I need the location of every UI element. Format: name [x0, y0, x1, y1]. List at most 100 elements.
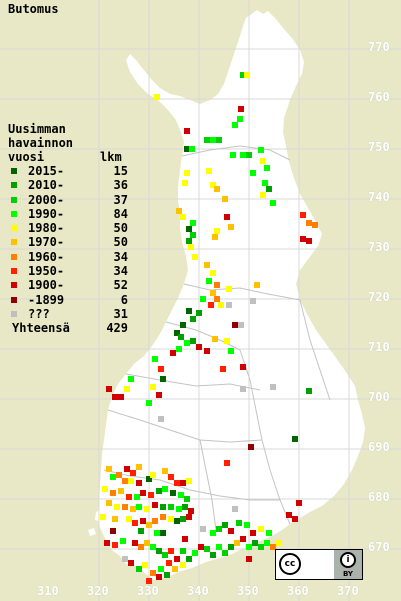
- y-tick-label: 760: [368, 90, 390, 104]
- observation-square: [240, 152, 246, 158]
- observation-square: [266, 186, 272, 192]
- legend-swatch: [11, 282, 17, 289]
- observation-square: [144, 506, 150, 512]
- legend-swatch: [11, 196, 17, 203]
- observation-square: [206, 278, 212, 284]
- observation-square: [170, 490, 176, 496]
- observation-square: [222, 522, 228, 528]
- observation-square: [250, 170, 256, 176]
- x-tick-label: 370: [337, 584, 359, 598]
- legend-row: -1899 6: [8, 293, 136, 307]
- observation-square: [260, 158, 266, 164]
- observation-square: [188, 244, 194, 250]
- observation-square: [146, 578, 152, 584]
- observation-square: [136, 566, 142, 572]
- observation-square: [216, 544, 222, 550]
- observation-square: [174, 556, 180, 562]
- observation-square: [168, 474, 174, 480]
- observation-square: [224, 460, 230, 466]
- legend-header-row: vuosi lkm: [8, 150, 136, 164]
- finland-land: [98, 10, 365, 580]
- legend-row-count: 50: [113, 235, 128, 250]
- legend-row: 1990- 84: [8, 207, 136, 221]
- observation-square: [264, 540, 270, 546]
- observation-square: [200, 296, 206, 302]
- legend-row-count: 37: [113, 192, 128, 207]
- observation-square: [252, 540, 258, 546]
- observation-square: [258, 526, 264, 532]
- observation-square: [214, 282, 220, 288]
- observation-square: [106, 466, 112, 472]
- legend-row-count: 15: [113, 164, 128, 178]
- observation-square: [196, 310, 202, 316]
- observation-square: [156, 488, 162, 494]
- observation-square: [112, 516, 118, 522]
- observation-square: [244, 72, 250, 78]
- x-tick-label: 350: [237, 584, 259, 598]
- observation-square: [104, 540, 110, 546]
- observation-square: [130, 506, 136, 512]
- legend-row-count: 50: [113, 221, 128, 236]
- observation-square: [212, 234, 218, 240]
- observation-square: [110, 490, 116, 496]
- observation-square: [174, 480, 180, 486]
- observation-square: [176, 208, 182, 214]
- observation-square: [170, 350, 176, 356]
- observation-square: [130, 470, 136, 476]
- legend-row: 2015- 15: [8, 164, 136, 178]
- observation-square: [180, 562, 186, 568]
- observation-square: [180, 322, 186, 328]
- legend-row: 1970- 50: [8, 235, 136, 249]
- observation-square: [230, 152, 236, 158]
- observation-square: [168, 504, 174, 510]
- observation-square: [270, 544, 276, 550]
- observation-square: [182, 180, 188, 186]
- observation-square: [132, 540, 138, 546]
- observation-square: [184, 496, 190, 502]
- observation-square: [160, 376, 166, 382]
- observation-square: [180, 480, 186, 486]
- observation-square: [292, 436, 298, 442]
- observation-square: [146, 522, 152, 528]
- observation-square: [120, 538, 126, 544]
- observation-square: [114, 504, 120, 510]
- observation-square: [102, 486, 108, 492]
- observation-square: [262, 180, 268, 186]
- cc-license-badge[interactable]: cc i BY: [275, 549, 363, 580]
- observation-square: [116, 472, 122, 478]
- observation-square: [296, 500, 302, 506]
- observation-square: [122, 504, 128, 510]
- legend-swatch: [11, 168, 17, 174]
- observation-square: [214, 228, 220, 234]
- observation-square: [182, 536, 188, 542]
- observation-square: [176, 506, 182, 512]
- legend-row-label: 1980-: [28, 221, 65, 236]
- observation-square: [112, 542, 118, 548]
- observation-square: [136, 504, 142, 510]
- y-tick-label: 690: [368, 440, 390, 454]
- observation-square: [162, 486, 168, 492]
- observation-square: [312, 222, 318, 228]
- observation-square: [158, 416, 164, 422]
- observation-square: [204, 262, 210, 268]
- legend-row: 1960- 34: [8, 250, 136, 264]
- observation-square: [210, 137, 216, 143]
- observation-square: [224, 338, 230, 344]
- observation-square: [200, 526, 206, 532]
- legend-row-label: 1990-: [28, 206, 65, 221]
- observation-square: [222, 196, 228, 202]
- observation-square: [168, 516, 174, 522]
- legend-row: 2010- 36: [8, 178, 136, 192]
- observation-square: [140, 490, 146, 496]
- observation-square: [126, 516, 132, 522]
- observation-square: [228, 348, 234, 354]
- observation-square: [214, 186, 220, 192]
- legend-heading-line: havainnon: [8, 136, 74, 150]
- observation-square: [124, 386, 130, 392]
- observation-square: [178, 334, 184, 340]
- observation-square: [208, 302, 214, 308]
- observation-square: [218, 302, 224, 308]
- observation-square: [192, 254, 198, 260]
- y-tick-label: 750: [368, 140, 390, 154]
